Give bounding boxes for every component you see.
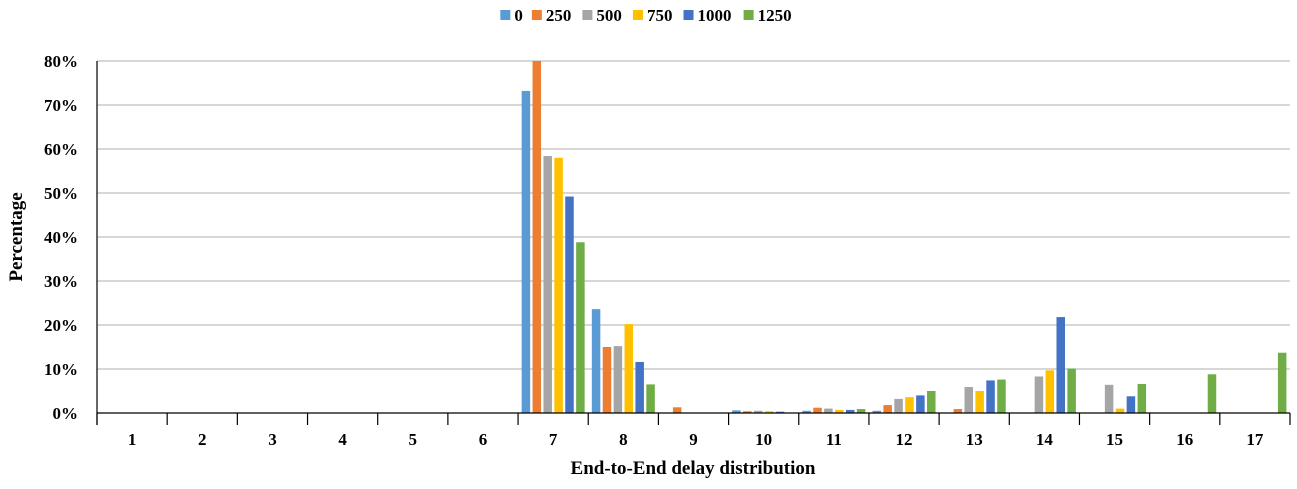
bar-series-500-cat-8 (613, 346, 623, 413)
legend-swatch-500 (582, 10, 593, 20)
bar-series-1250-cat-17 (1277, 352, 1287, 413)
x-tick-label: 10 (755, 430, 772, 449)
bar-series-500-cat-13 (964, 387, 974, 413)
y-tick-label: 40% (44, 228, 78, 247)
y-tick-label: 80% (44, 52, 78, 71)
bar-series-500-cat-7 (543, 156, 552, 414)
bar-series-1250-cat-8 (646, 384, 655, 413)
bar-series-750-cat-13 (975, 391, 984, 413)
bar-series-1250-cat-7 (576, 242, 585, 413)
x-tick-label: 12 (896, 430, 913, 449)
bar-series-500-cat-11 (824, 408, 833, 413)
y-tick-label: 70% (44, 96, 78, 115)
bar-series-500-cat-12 (894, 398, 903, 413)
legend-swatch-0 (500, 10, 511, 20)
bar-series-500-cat-10 (753, 410, 763, 413)
legend-swatch-1000 (683, 10, 694, 20)
bar-series-1000-cat-7 (565, 196, 574, 413)
x-tick-label: 3 (268, 430, 277, 449)
y-tick-label: 0% (53, 404, 79, 423)
bar-series-250-cat-12 (883, 405, 892, 413)
x-tick-label: 17 (1246, 430, 1264, 449)
bar-series-250-cat-8 (602, 347, 612, 413)
x-tick-label: 8 (619, 430, 628, 449)
bar-series-1250-cat-15 (1137, 383, 1147, 413)
bar-series-750-cat-7 (554, 157, 563, 413)
bar-series-250-cat-9 (672, 407, 682, 413)
legend-swatch-750 (632, 10, 643, 20)
x-axis-label: End-to-End delay distribution (571, 458, 816, 479)
bar-series-1000-cat-13 (986, 380, 995, 413)
bar-series-250-cat-11 (813, 407, 822, 413)
bars (521, 61, 1287, 414)
x-tick-label: 15 (1106, 430, 1123, 449)
bar-series-1000-cat-14 (1056, 317, 1065, 413)
bar-series-0-cat-8 (591, 309, 601, 413)
bar-series-250-cat-13 (953, 409, 963, 413)
x-tick-label: 14 (1036, 430, 1054, 449)
bar-series-750-cat-12 (905, 397, 914, 413)
bar-series-0-cat-12 (872, 410, 882, 413)
y-axis-ticks: 0% 10% 20% 30% 40% 50% 60% 70% 80% (44, 52, 78, 423)
y-tick-label: 30% (44, 272, 78, 291)
x-tick-label: 9 (689, 430, 698, 449)
x-tick-label: 6 (479, 430, 488, 449)
gridlines (97, 60, 1290, 370)
bar-series-1250-cat-12 (927, 391, 936, 413)
x-tick-label: 4 (338, 430, 347, 449)
bar-series-1000-cat-12 (916, 395, 925, 413)
legend-label-500: 500 (596, 6, 622, 25)
bar-series-1250-cat-14 (1067, 368, 1076, 413)
x-tick-label: 11 (826, 430, 842, 449)
bar-series-500-cat-15 (1104, 384, 1114, 413)
x-tick-label: 16 (1176, 430, 1193, 449)
bar-series-0-cat-7 (521, 90, 531, 414)
bar-series-750-cat-10 (764, 411, 774, 413)
legend-label-0: 0 (514, 6, 523, 25)
x-tick-label: 7 (549, 430, 558, 449)
bar-series-0-cat-10 (732, 410, 741, 413)
x-tick-label: 1 (128, 430, 137, 449)
bar-series-250-cat-7 (532, 61, 542, 413)
y-tick-label: 50% (44, 184, 78, 203)
legend-label-1250: 1250 (758, 6, 792, 25)
x-tick-label: 13 (966, 430, 983, 449)
bar-series-1000-cat-11 (845, 409, 855, 413)
legend-label-250: 250 (546, 6, 572, 25)
legend-swatch-250 (531, 10, 542, 20)
y-tick-label: 20% (44, 316, 78, 335)
y-axis-label: Percentage (6, 192, 27, 281)
bar-series-500-cat-14 (1034, 376, 1044, 413)
bar-series-0-cat-11 (802, 410, 811, 413)
bar-series-1000-cat-10 (775, 411, 785, 413)
bar-series-1250-cat-13 (997, 379, 1006, 413)
y-tick-label: 10% (44, 360, 78, 379)
legend-swatch-1250 (743, 10, 754, 20)
bar-series-1250-cat-16 (1207, 374, 1217, 413)
bar-series-1000-cat-15 (1126, 396, 1136, 413)
x-axis-ticks: 1 2 3 4 5 6 7 8 9 10 11 12 13 14 15 16 17 (128, 430, 1264, 449)
bar-series-750-cat-14 (1045, 370, 1055, 413)
bar-series-750-cat-11 (835, 409, 844, 413)
bar-series-1250-cat-11 (856, 409, 866, 413)
bar-series-1000-cat-8 (635, 361, 644, 413)
legend: 0 250 500 750 1000 1250 (500, 6, 792, 25)
x-tick-label: 2 (198, 430, 207, 449)
legend-label-1000: 1000 (698, 6, 732, 25)
legend-label-750: 750 (647, 6, 673, 25)
bar-series-750-cat-8 (624, 324, 634, 413)
bar-series-750-cat-15 (1115, 408, 1125, 413)
y-tick-label: 60% (44, 140, 78, 159)
bar-series-250-cat-10 (743, 411, 752, 413)
axes (96, 61, 1291, 425)
x-tick-label: 5 (409, 430, 418, 449)
